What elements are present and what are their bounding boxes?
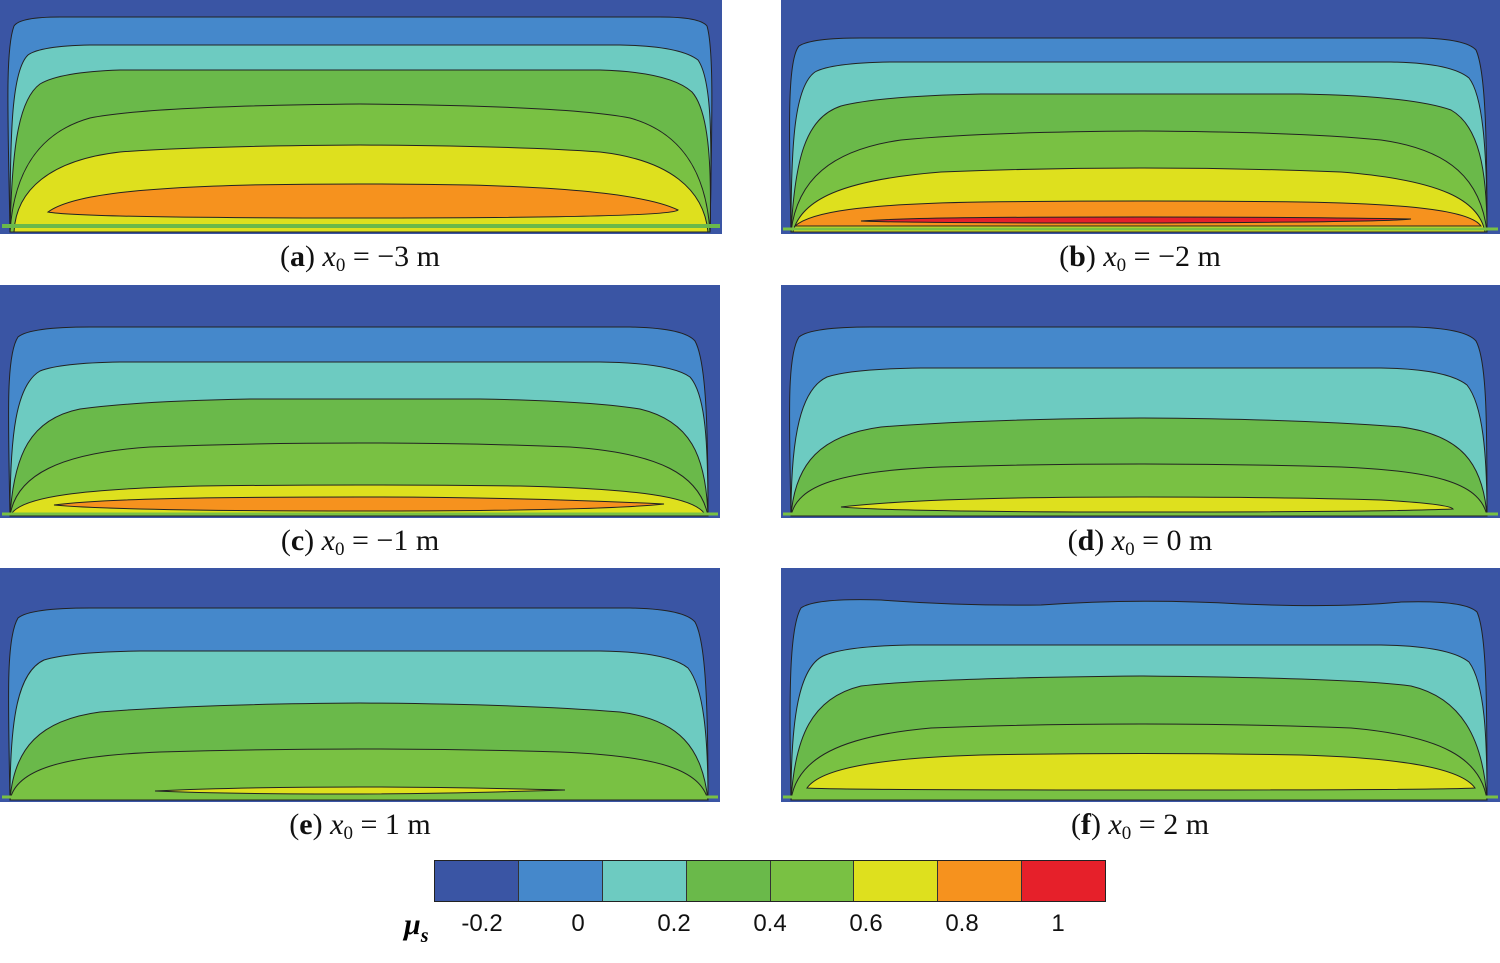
colorbar-tick-label: 0.8: [945, 910, 979, 937]
colorbar-tick-label: -0.2: [461, 910, 503, 937]
colorbar-segment-4: [686, 861, 771, 901]
caption-e-letter: e: [299, 808, 313, 841]
colorbar-segment-2: [518, 861, 603, 901]
caption-a-letter: a: [289, 240, 305, 273]
caption-d-unit: m: [1189, 524, 1213, 557]
colorbar-segment-6: [854, 861, 939, 901]
caption-a-unit: m: [416, 240, 440, 273]
colorbar-tick-label: 0: [571, 910, 585, 937]
colorbar: [434, 860, 1106, 902]
colorbar-segment-7: [938, 861, 1023, 901]
contour-level-5: [9, 748, 709, 801]
contour-level-8: [860, 216, 1412, 224]
colorbar-tick-label: 0.2: [657, 910, 691, 937]
colorbar-label-subscript: s: [420, 925, 429, 947]
caption-b-unit: m: [1197, 240, 1221, 273]
caption-d-value: 0: [1166, 524, 1182, 557]
caption-f-unit: m: [1185, 808, 1210, 841]
caption-e-unit: m: [407, 808, 431, 841]
contour-panel-a: [0, 0, 722, 234]
contour-plot-b: [781, 0, 1500, 234]
caption-b: (b) x0 = −2 m: [1059, 240, 1221, 276]
contour-level-6: [840, 496, 1454, 513]
contour-level-7: [46, 183, 679, 219]
caption-b-value: −2: [1158, 240, 1190, 273]
caption-a: (a) x0 = −3 m: [279, 240, 440, 276]
contour-level-6: [154, 786, 566, 795]
colorbar-segment-1: [435, 861, 519, 901]
contour-panel-c: [0, 285, 720, 518]
contour-plot-e: [0, 568, 720, 802]
colorbar-label: μs: [404, 908, 428, 947]
colorbar-tick-label: 1: [1051, 910, 1065, 937]
caption-b-letter: b: [1069, 240, 1086, 273]
caption-c-unit: m: [415, 524, 440, 557]
caption-f: (f) x0 = 2 m: [1070, 808, 1210, 844]
contour-panel-f: [781, 568, 1500, 802]
colorbar-segment-8: [1022, 861, 1105, 901]
contour-plot-d: [781, 285, 1500, 518]
contour-plot-a: [0, 0, 722, 234]
contour-plot-f: [781, 568, 1500, 802]
caption-a-value: −3: [377, 240, 410, 273]
contour-level-6: [806, 753, 1476, 791]
caption-c-letter: c: [290, 524, 305, 557]
caption-c: (c) x0 = −1 m: [280, 524, 440, 560]
caption-f-letter: f: [1080, 808, 1091, 841]
contour-panel-b: [781, 0, 1500, 234]
colorbar-segment-5: [770, 861, 855, 901]
contour-plot-c: [0, 285, 720, 518]
caption-e-value: 1: [384, 808, 400, 841]
colorbar-tick-label: 0.4: [753, 910, 787, 937]
caption-f-value: 2: [1163, 808, 1179, 841]
contour-panel-e: [0, 568, 720, 802]
caption-d: (d) x0 = 0 m: [1067, 524, 1213, 560]
colorbar-tick-label: 0.6: [849, 910, 883, 937]
caption-d-letter: d: [1077, 524, 1095, 557]
colorbar-segment-3: [602, 861, 687, 901]
contour-level-7: [53, 496, 665, 512]
caption-e: (e) x0 = 1 m: [289, 808, 431, 844]
colorbar-label-symbol: μ: [404, 908, 421, 941]
caption-c-value: −1: [376, 524, 409, 557]
contour-panel-d: [781, 285, 1500, 518]
